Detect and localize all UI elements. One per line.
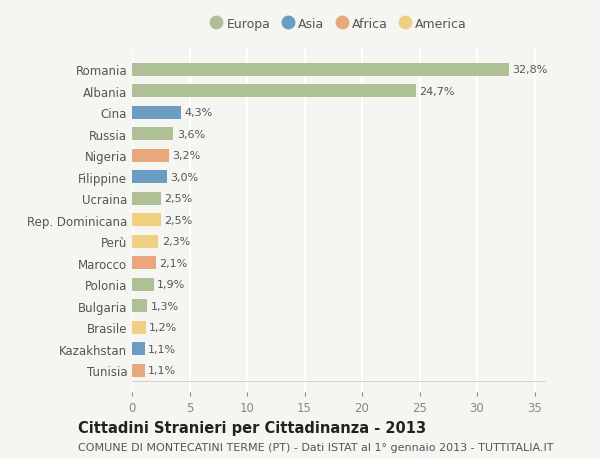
Bar bbox=[132, 128, 173, 141]
Bar bbox=[132, 106, 181, 120]
Text: 2,1%: 2,1% bbox=[160, 258, 188, 268]
Bar bbox=[132, 64, 509, 77]
Bar bbox=[132, 321, 146, 334]
Bar bbox=[132, 214, 161, 227]
Bar bbox=[132, 192, 161, 205]
Text: COMUNE DI MONTECATINI TERME (PT) - Dati ISTAT al 1° gennaio 2013 - TUTTITALIA.IT: COMUNE DI MONTECATINI TERME (PT) - Dati … bbox=[78, 442, 554, 452]
Text: 2,5%: 2,5% bbox=[164, 215, 193, 225]
Text: 2,3%: 2,3% bbox=[162, 237, 190, 247]
Bar bbox=[132, 150, 169, 162]
Text: 32,8%: 32,8% bbox=[512, 65, 548, 75]
Text: 1,2%: 1,2% bbox=[149, 323, 178, 332]
Bar bbox=[132, 364, 145, 377]
Legend: Europa, Asia, Africa, America: Europa, Asia, Africa, America bbox=[206, 13, 472, 36]
Text: 1,9%: 1,9% bbox=[157, 280, 185, 290]
Text: 1,3%: 1,3% bbox=[151, 301, 179, 311]
Bar bbox=[132, 278, 154, 291]
Text: 24,7%: 24,7% bbox=[419, 87, 455, 97]
Bar bbox=[132, 235, 158, 248]
Text: 1,1%: 1,1% bbox=[148, 344, 176, 354]
Bar bbox=[132, 171, 167, 184]
Bar bbox=[132, 342, 145, 355]
Text: Cittadini Stranieri per Cittadinanza - 2013: Cittadini Stranieri per Cittadinanza - 2… bbox=[78, 420, 426, 435]
Text: 3,6%: 3,6% bbox=[177, 129, 205, 140]
Text: 1,1%: 1,1% bbox=[148, 365, 176, 375]
Bar bbox=[132, 300, 147, 313]
Text: 3,2%: 3,2% bbox=[172, 151, 200, 161]
Bar bbox=[132, 85, 416, 98]
Bar bbox=[132, 257, 156, 269]
Text: 2,5%: 2,5% bbox=[164, 194, 193, 204]
Text: 3,0%: 3,0% bbox=[170, 173, 198, 182]
Text: 4,3%: 4,3% bbox=[185, 108, 213, 118]
